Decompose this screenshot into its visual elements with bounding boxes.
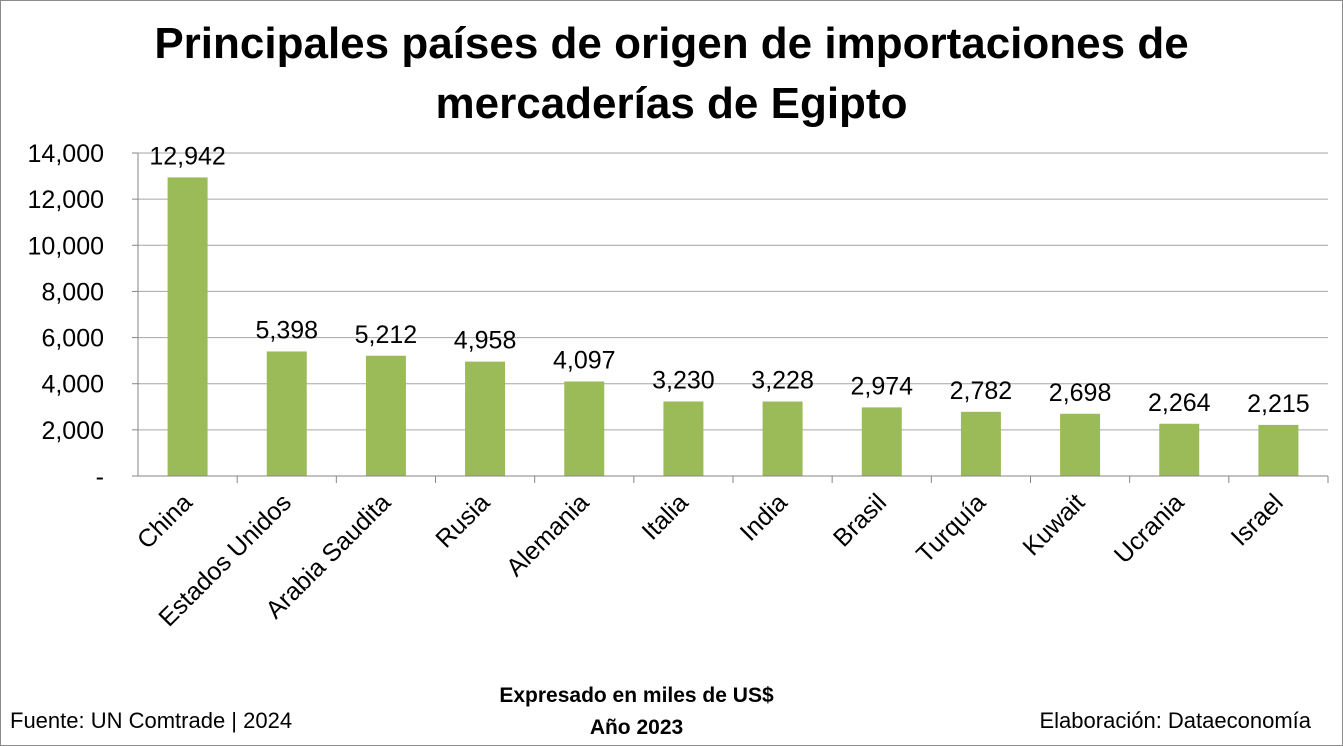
chart-title-line-2: mercaderías de Egipto — [435, 79, 908, 128]
category-label: Italia — [637, 488, 694, 545]
bar — [266, 351, 307, 476]
category-label: Alemania — [501, 488, 595, 582]
category-label: Brasil — [828, 488, 892, 552]
bar — [861, 407, 902, 476]
bar — [1060, 413, 1101, 476]
data-label: 3,228 — [751, 367, 814, 395]
category-label: Ucrania — [1109, 488, 1190, 569]
unit-note: Expresado en miles de US$ Año 2023 — [0, 680, 1273, 744]
chart-title: Principales países de origen de importac… — [0, 14, 1343, 134]
unit-note-line-2: Año 2023 — [589, 716, 684, 739]
source-note: Fuente: UN Comtrade | 2024 — [10, 708, 293, 733]
bar — [663, 401, 704, 476]
data-label: 5,212 — [355, 321, 418, 349]
y-tick-label: 6,000 — [41, 325, 104, 353]
bar — [167, 177, 208, 476]
category-label: Israel — [1226, 488, 1289, 551]
data-label: 4,958 — [454, 327, 517, 355]
data-label: 12,942 — [149, 142, 225, 170]
y-tick-label: - — [96, 463, 104, 491]
category-label: Turquía — [911, 488, 991, 568]
category-label: India — [735, 488, 793, 546]
y-tick-label: 10,000 — [28, 232, 104, 260]
data-label: 2,264 — [1148, 389, 1211, 417]
chart-title-line-1: Principales países de origen de importac… — [154, 19, 1189, 68]
y-tick-label: 12,000 — [28, 186, 104, 214]
category-label: China — [132, 488, 198, 554]
credit-note: Elaboración: Dataeconomía — [1039, 708, 1312, 733]
data-label: 2,215 — [1247, 390, 1310, 418]
data-label: 5,398 — [255, 316, 318, 344]
category-label: Rusia — [430, 488, 495, 553]
bar — [465, 361, 506, 476]
data-label: 3,230 — [652, 366, 715, 394]
bar — [365, 355, 406, 476]
category-label: Kuwait — [1017, 488, 1090, 561]
data-label: 4,097 — [553, 346, 616, 374]
y-tick-label: 2,000 — [41, 417, 104, 445]
data-label: 2,782 — [950, 377, 1013, 405]
bar — [960, 411, 1001, 476]
bar — [1258, 424, 1299, 476]
bar — [564, 381, 605, 476]
unit-note-line-1: Expresado en miles de US$ — [499, 684, 774, 707]
y-tick-label: 8,000 — [41, 278, 104, 306]
y-tick-label: 4,000 — [41, 371, 104, 399]
bar — [762, 401, 803, 476]
data-label: 2,698 — [1049, 379, 1112, 407]
data-label: 2,974 — [850, 372, 913, 400]
y-tick-label: 14,000 — [28, 140, 104, 168]
bar — [1159, 423, 1200, 476]
